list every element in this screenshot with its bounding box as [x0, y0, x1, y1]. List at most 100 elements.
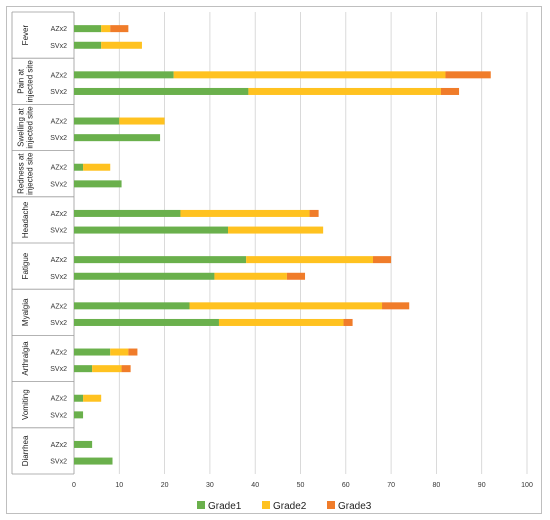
row-label: SVx2: [50, 320, 67, 327]
group-label: Arthralgia: [21, 341, 30, 376]
group-label-line: Headache: [21, 201, 30, 238]
bar-segment-grade1: [74, 41, 102, 49]
row-label: AZx2: [51, 165, 67, 172]
bar-segment-grade2: [83, 394, 102, 402]
row-label: SVx2: [50, 412, 67, 419]
row-label: AZx2: [51, 350, 67, 357]
bar-segment-grade2: [228, 226, 324, 234]
x-tick-label: 10: [115, 482, 123, 489]
row-label: SVx2: [50, 274, 67, 281]
group-label-line: injected site: [26, 60, 35, 103]
row-label: SVx2: [50, 89, 67, 96]
bar-segment-grade1: [74, 71, 174, 79]
x-tick-label: 100: [521, 482, 533, 489]
bar-segment-grade1: [74, 302, 190, 310]
row-label: AZx2: [51, 211, 67, 218]
bar-segment-grade1: [74, 457, 113, 465]
bar-segment-grade2: [92, 365, 122, 373]
bar-segment-grade1: [74, 440, 93, 448]
legend-label: Grade2: [273, 501, 307, 512]
bar-segment-grade2: [218, 318, 344, 326]
group-label: Fatigue: [21, 252, 30, 279]
bar-segment-grade2: [246, 256, 373, 264]
bar-segment-grade1: [74, 209, 181, 217]
bar-segment-grade1: [74, 348, 111, 356]
group-label: Redness atinjected site: [17, 152, 35, 195]
row-label: SVx2: [50, 43, 67, 50]
bar-segment-grade1: [74, 117, 120, 125]
x-tick-label: 50: [297, 482, 305, 489]
bar-segment-grade3: [110, 25, 129, 33]
row-label: AZx2: [51, 396, 67, 403]
group-label-line: Redness at: [17, 153, 26, 194]
bar-segment-grade1: [74, 87, 249, 95]
row-label: AZx2: [51, 119, 67, 126]
row-label: SVx2: [50, 366, 67, 373]
group-label-line: injected site: [26, 106, 35, 149]
bar-segment-grade1: [74, 256, 247, 264]
bar-segment-grade3: [343, 318, 353, 326]
row-label: AZx2: [51, 303, 67, 310]
bar-segment-grade1: [74, 180, 122, 188]
bar-segment-grade3: [382, 302, 410, 310]
group-label: Pain atinjected site: [17, 60, 35, 103]
bar-segment-grade3: [440, 87, 460, 95]
group-label: Fever: [21, 25, 30, 46]
group-label: Vomiting: [21, 389, 30, 420]
bar-segment-grade2: [214, 272, 287, 280]
bar-segment-grade3: [286, 272, 306, 280]
group-label-line: Fatigue: [21, 252, 30, 279]
bar-segment-grade2: [119, 117, 165, 125]
bar-segment-grade1: [74, 411, 84, 419]
row-label: SVx2: [50, 135, 67, 142]
bar-segment-grade1: [74, 25, 102, 33]
bar-segment-grade1: [74, 318, 219, 326]
x-tick-label: 70: [387, 482, 395, 489]
row-label: AZx2: [51, 257, 67, 264]
row-label: AZx2: [51, 442, 67, 449]
row-label: SVx2: [50, 228, 67, 235]
row-label: AZx2: [51, 26, 67, 33]
bar-segment-grade2: [101, 25, 111, 33]
bar-segment-grade3: [121, 365, 131, 373]
bar-segment-grade2: [173, 71, 446, 79]
x-tick-label: 0: [72, 482, 76, 489]
bar-segment-grade1: [74, 134, 161, 142]
group-label-line: Myalgia: [21, 298, 30, 326]
row-label: SVx2: [50, 459, 67, 466]
bar-segment-grade2: [180, 209, 310, 217]
x-tick-label: 30: [206, 482, 214, 489]
bar-segment-grade3: [372, 256, 392, 264]
group-label-line: injected site: [26, 152, 35, 195]
bar-segment-grade1: [74, 226, 229, 234]
legend-swatch: [197, 501, 205, 509]
group-label-line: Arthralgia: [21, 341, 30, 376]
x-tick-label: 40: [251, 482, 259, 489]
legend-swatch: [262, 501, 270, 509]
group-label: Swelling atinjected site: [17, 106, 35, 149]
bar-segment-grade2: [83, 163, 111, 171]
group-label: Diarrhea: [21, 435, 30, 466]
x-tick-label: 60: [342, 482, 350, 489]
bar-segment-grade1: [74, 163, 84, 171]
group-label-line: Pain at: [17, 68, 26, 94]
group-label: Headache: [21, 201, 30, 238]
legend-label: Grade3: [338, 501, 372, 512]
bar-segment-grade2: [248, 87, 441, 95]
group-label-line: Vomiting: [21, 389, 30, 420]
group-label-line: Diarrhea: [21, 435, 30, 466]
bar-segment-grade1: [74, 365, 93, 373]
group-label: Myalgia: [21, 298, 30, 326]
bar-segment-grade2: [101, 41, 142, 49]
x-tick-label: 20: [161, 482, 169, 489]
row-label: AZx2: [51, 72, 67, 79]
x-tick-label: 80: [433, 482, 441, 489]
group-label-line: Fever: [21, 25, 30, 46]
row-label: SVx2: [50, 181, 67, 188]
bar-segment-grade1: [74, 394, 84, 402]
group-label-line: Swelling at: [17, 107, 26, 146]
bar-segment-grade3: [445, 71, 491, 79]
legend-swatch: [327, 501, 335, 509]
bar-segment-grade3: [128, 348, 138, 356]
